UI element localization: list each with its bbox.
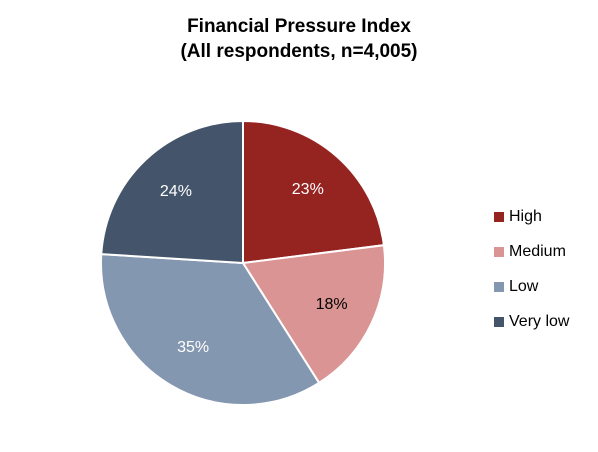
chart-title: Financial Pressure Index bbox=[187, 16, 411, 37]
pie-slice-medium bbox=[241, 244, 386, 385]
legend-item-very-low: Very low bbox=[494, 304, 569, 339]
chart-title-block: Financial Pressure Index (All respondent… bbox=[0, 14, 598, 64]
data-label-very-low: 24% bbox=[160, 183, 192, 200]
legend-swatch bbox=[494, 316, 504, 327]
legend-item-medium: Medium bbox=[494, 234, 569, 269]
chart-legend: High Medium Low Very low bbox=[494, 199, 569, 339]
data-label-medium: 18% bbox=[316, 296, 348, 313]
legend-label: High bbox=[509, 207, 542, 225]
pie-slice-low bbox=[100, 253, 321, 406]
legend-swatch bbox=[494, 211, 504, 222]
pie-slice-very-low bbox=[100, 119, 244, 265]
legend-item-high: High bbox=[494, 199, 569, 234]
data-label-low: 35% bbox=[177, 339, 209, 356]
legend-swatch bbox=[494, 281, 504, 292]
legend-label: Medium bbox=[509, 242, 566, 260]
legend-swatch bbox=[494, 246, 504, 257]
legend-item-low: Low bbox=[494, 269, 569, 304]
pie-slice-high bbox=[242, 119, 385, 265]
legend-label: Low bbox=[509, 277, 539, 295]
data-label-high: 23% bbox=[292, 181, 324, 198]
legend-label: Very low bbox=[509, 312, 570, 330]
chart-subtitle: (All respondents, n=4,005) bbox=[180, 41, 418, 62]
